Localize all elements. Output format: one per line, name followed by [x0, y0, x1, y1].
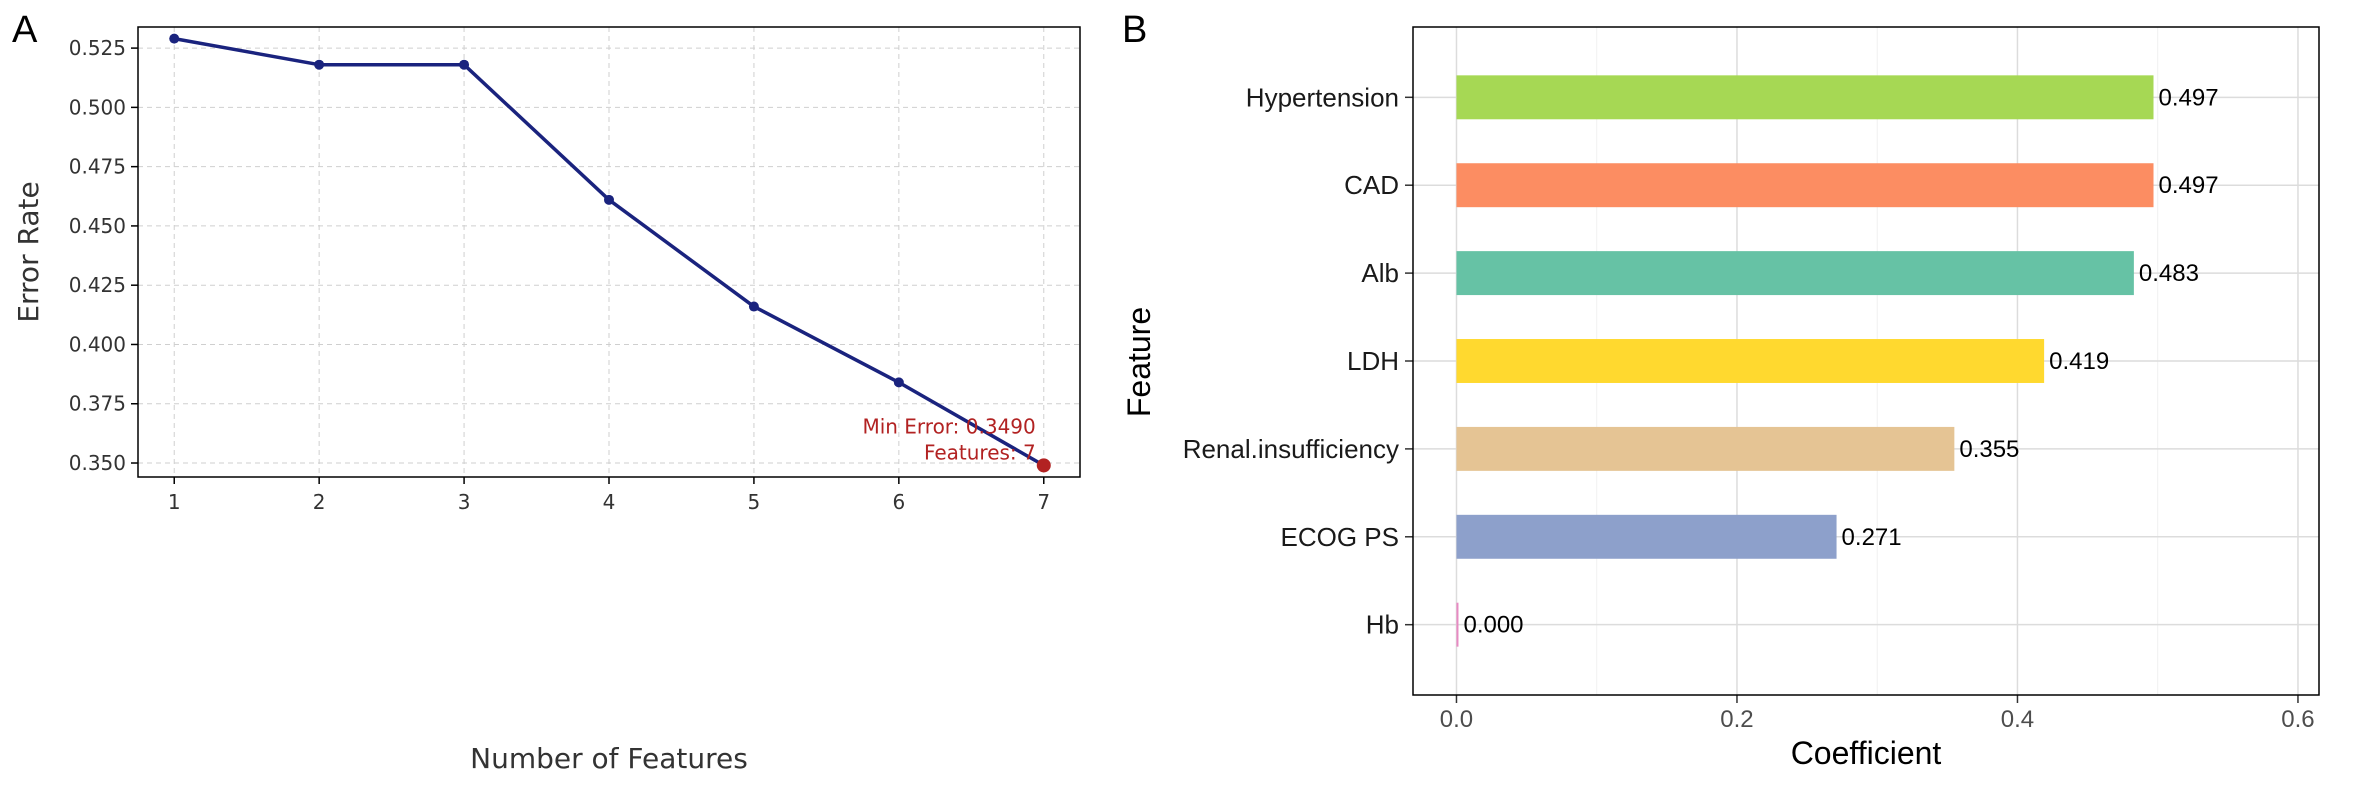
line-point: [314, 59, 325, 70]
line-y-ticks: 0.350 0.375 0.400 0.425 0.450 0.475 0.500 0.525: [69, 36, 138, 475]
line-x-ticks: 1 2 3 4 5 6 7: [168, 477, 1050, 514]
line-point: [893, 377, 904, 388]
bar-value-label: 0.497: [2159, 84, 2219, 111]
bar: [1456, 514, 1837, 559]
line-x-axis-label: Number of Features: [470, 742, 748, 775]
line-grid: [138, 27, 1080, 477]
panel-label-b: B: [1122, 9, 1147, 51]
line-x-tick-label: 4: [603, 490, 616, 514]
line-y-tick-label: 0.375: [69, 392, 126, 416]
line-x-tick-label: 2: [313, 490, 326, 514]
bar-plot-frame: [1412, 26, 2320, 696]
bar-x-tick-label: 0.2: [1720, 706, 1753, 733]
line-point: [604, 194, 614, 205]
bar-x-tick-label: 0.6: [2281, 706, 2314, 733]
min-error-point: [1036, 458, 1051, 473]
line-y-tick-label: 0.450: [69, 214, 126, 238]
bar-chart-panel: 0.497 0.497 0.483 0.419 0.355 0.271 0.000 Hype…: [1121, 26, 2320, 771]
line-y-axis-label: Error Rate: [12, 181, 45, 322]
line-points: [169, 33, 1051, 473]
line-y-tick-label: 0.475: [69, 155, 126, 179]
bar-value-label: 0.355: [1959, 436, 2019, 463]
bar-x-tick-label: 0.0: [1440, 706, 1473, 733]
line-plot-frame: [137, 26, 1081, 478]
bar-category-label: Hb: [1366, 610, 1399, 640]
bar: [1456, 426, 1955, 471]
line-y-tick-label: 0.500: [69, 95, 126, 119]
panel-label-a: A: [12, 9, 38, 51]
line-x-tick-label: 6: [892, 490, 905, 514]
bar-category-label: ECOG PS: [1281, 522, 1399, 552]
bar-value-label: 0.419: [2049, 348, 2109, 375]
min-features-annotation: Features: 7: [924, 440, 1036, 464]
bar-category-label: CAD: [1344, 170, 1399, 200]
bar-value-label: 0.271: [1842, 524, 1902, 551]
bar-value-label: 0.483: [2139, 260, 2199, 287]
bar-x-axis-label: Coefficient: [1791, 735, 1942, 771]
line-x-tick-label: 7: [1037, 490, 1050, 514]
bar: [1456, 163, 2154, 208]
line-point: [459, 59, 470, 70]
bar-x-tick-label: 0.4: [2001, 706, 2034, 733]
bar: [1456, 339, 2045, 383]
bar-category-label: Renal.insufficiency: [1183, 434, 1399, 464]
bar-value-label: 0.000: [1463, 612, 1523, 639]
line-point: [748, 301, 759, 312]
bar-category-label: Hypertension: [1246, 82, 1399, 112]
line-point: [169, 33, 180, 44]
bar: [1456, 75, 2154, 120]
bar-value-labels: 0.497 0.497 0.483 0.419 0.355 0.271 0.000: [1463, 84, 2218, 638]
line-x-tick-label: 1: [168, 490, 181, 514]
line-y-tick-label: 0.525: [69, 36, 126, 60]
line-x-tick-label: 3: [458, 490, 471, 514]
line-y-tick-label: 0.425: [69, 273, 126, 297]
bar: [1456, 602, 1459, 647]
line-y-tick-label: 0.350: [69, 451, 126, 475]
line-y-tick-label: 0.400: [69, 332, 126, 356]
bar-y-axis-label: Feature: [1121, 307, 1157, 417]
bar-category-labels: Hypertension CAD Alb LDH Renal.insufficiency…: [1183, 82, 1413, 640]
bar-category-label: Alb: [1361, 258, 1399, 288]
bar-value-label: 0.497: [2159, 172, 2219, 199]
min-error-annotation: Min Error: 0.3490: [862, 414, 1035, 438]
bar-x-ticks: 0.0 0.2 0.4 0.6: [1440, 695, 2315, 733]
line-x-tick-label: 5: [748, 490, 761, 514]
bar: [1456, 251, 2134, 296]
bar-series: [1456, 75, 2154, 647]
bar-category-label: LDH: [1347, 346, 1399, 376]
